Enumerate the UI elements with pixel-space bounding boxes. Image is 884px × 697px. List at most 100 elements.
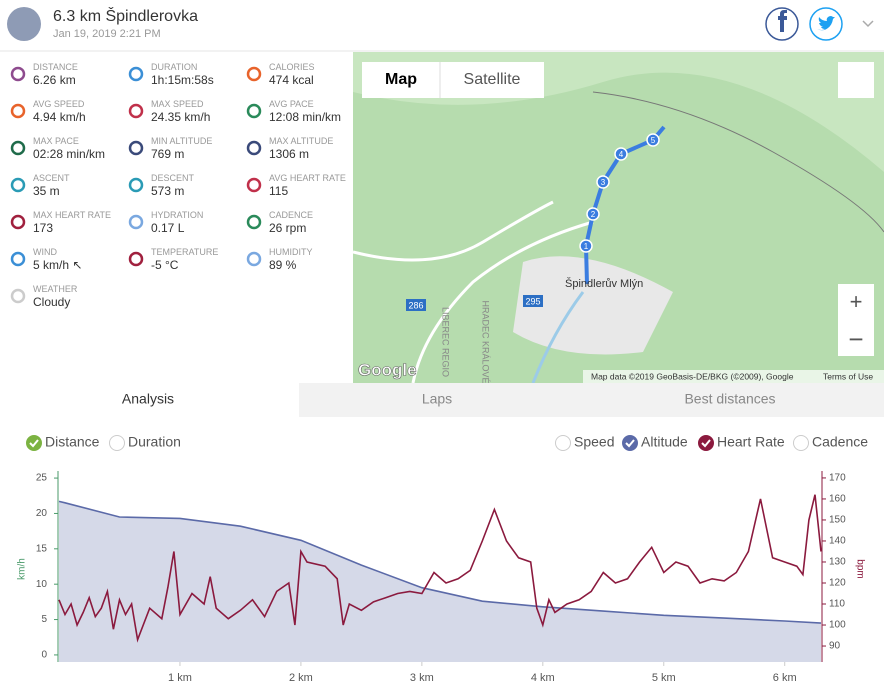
forest: [353, 72, 884, 383]
river: [531, 291, 585, 383]
tab[interactable]: Best distances: [684, 391, 775, 407]
facebook-icon: [778, 10, 787, 32]
attribution: Map data ©2019 GeoBasis-DE/BKG (©2009), …: [591, 371, 794, 381]
stat-icon: [246, 103, 262, 119]
stat-label: HUMIDITY: [269, 247, 313, 257]
icon: [246, 66, 262, 82]
attribution-bg: [583, 370, 884, 383]
stat-icon: [10, 140, 26, 156]
stat-value: 24.35 km/h: [151, 110, 211, 124]
toggle-label[interactable]: Cadence: [812, 434, 868, 450]
y-tick-label: 0: [41, 650, 47, 661]
road-shield: [406, 299, 426, 311]
toggle-label[interactable]: Heart Rate: [717, 434, 785, 450]
toggle-label[interactable]: Duration: [128, 434, 181, 450]
stat-label: HYDRATION: [151, 210, 204, 220]
stat-label: MAX ALTITUDE: [269, 136, 334, 146]
zoom-button[interactable]: −: [848, 324, 863, 354]
icon: [246, 103, 262, 119]
tabs: Analysis Laps Best distances: [122, 383, 884, 417]
stat-value: 4.94 km/h: [33, 110, 86, 124]
toggle-box[interactable]: [26, 435, 42, 451]
stat-icon: [128, 140, 144, 156]
stat-value: 12:08 min/km: [269, 110, 342, 124]
icon: [246, 140, 262, 156]
stat-icon: [10, 103, 26, 119]
stat-label: DESCENT: [151, 173, 195, 183]
stat-value: 02:28 min/km: [33, 147, 106, 161]
y-tick-label: 25: [36, 473, 48, 484]
icon: [10, 251, 26, 267]
check: [701, 439, 711, 448]
map-button[interactable]: Satellite: [464, 71, 521, 88]
fullscreen[interactable]: [838, 62, 874, 98]
marker-label: 2: [591, 210, 596, 219]
stat-label: MAX HEART RATE: [33, 210, 112, 220]
x-tick-label: 1 km: [168, 672, 192, 684]
road: [353, 200, 554, 262]
zoom-button[interactable]: +: [850, 289, 863, 314]
terms[interactable]: Terms of Use: [823, 371, 873, 381]
toggle-box[interactable]: [793, 435, 809, 451]
road-shield: [523, 295, 543, 307]
stat-icon: [246, 251, 262, 267]
stat-icon: [128, 177, 144, 193]
toggle-box[interactable]: [109, 435, 125, 451]
place-label: Špindlerův Mlýn: [565, 277, 643, 290]
stat-icon: [128, 103, 144, 119]
toggle-box[interactable]: [622, 435, 638, 451]
toggle-label[interactable]: Distance: [45, 434, 100, 450]
icon: [10, 177, 26, 193]
stat-value: 1h:15m:58s: [151, 73, 214, 87]
y2-tick-label: 130: [829, 557, 846, 568]
stat-label: DURATION: [151, 62, 198, 72]
border: [592, 91, 884, 233]
stat-value: Cloudy: [33, 295, 71, 309]
marker-label: 3: [601, 178, 606, 187]
road-label: 286: [408, 300, 423, 310]
toggle-box[interactable]: [555, 435, 571, 451]
stat-icon: [128, 214, 144, 230]
route-marker: [579, 239, 593, 253]
y-tick-label: 10: [36, 579, 48, 590]
region-label: HRADEC KRÁLOVÉ: [481, 300, 491, 383]
stat-value: 35 m: [33, 184, 60, 198]
icon: [10, 103, 26, 119]
y2-tick-label: 170: [829, 473, 846, 484]
stat-label: ASCENT: [33, 173, 70, 183]
stat-value: 769 m: [151, 147, 185, 161]
chevron[interactable]: [862, 20, 874, 28]
icon: [10, 288, 26, 304]
tab[interactable]: Analysis: [122, 391, 174, 407]
region-label: LIBEREC REGIO: [441, 307, 451, 377]
icon: [10, 214, 26, 230]
stat-icon: [10, 66, 26, 82]
icon: [10, 66, 26, 82]
x-tick-label: 3 km: [410, 672, 434, 684]
y2-tick-label: 140: [829, 536, 846, 547]
chart: Distance Duration Speed Altitude Heart Rate C…: [17, 434, 869, 684]
route-marker: [596, 175, 610, 189]
stat-icon: [246, 66, 262, 82]
stat-label: WEATHER: [33, 284, 78, 294]
stat-icon: [246, 177, 262, 193]
stat-label: MAX SPEED: [151, 99, 204, 109]
x-tick-label: 5 km: [652, 672, 676, 684]
stat-label: AVG HEART RATE: [269, 173, 346, 183]
icon: [128, 177, 144, 193]
x-tick-label: 4 km: [531, 672, 555, 684]
tab[interactable]: Laps: [422, 391, 452, 407]
stat-value: 1306 m: [269, 147, 310, 161]
x-tick-label: 6 km: [773, 672, 797, 684]
stat-label: WIND: [33, 247, 57, 257]
stat-icon: [128, 251, 144, 267]
toggle-label[interactable]: Altitude: [641, 434, 688, 450]
toggle-label[interactable]: Speed: [574, 434, 614, 450]
toggle-box[interactable]: [698, 435, 714, 451]
icon: [128, 103, 144, 119]
stat-label: DISTANCE: [33, 62, 78, 72]
map-button[interactable]: Map: [385, 71, 417, 88]
route-marker: [646, 133, 660, 147]
stat-icon: [128, 66, 144, 82]
